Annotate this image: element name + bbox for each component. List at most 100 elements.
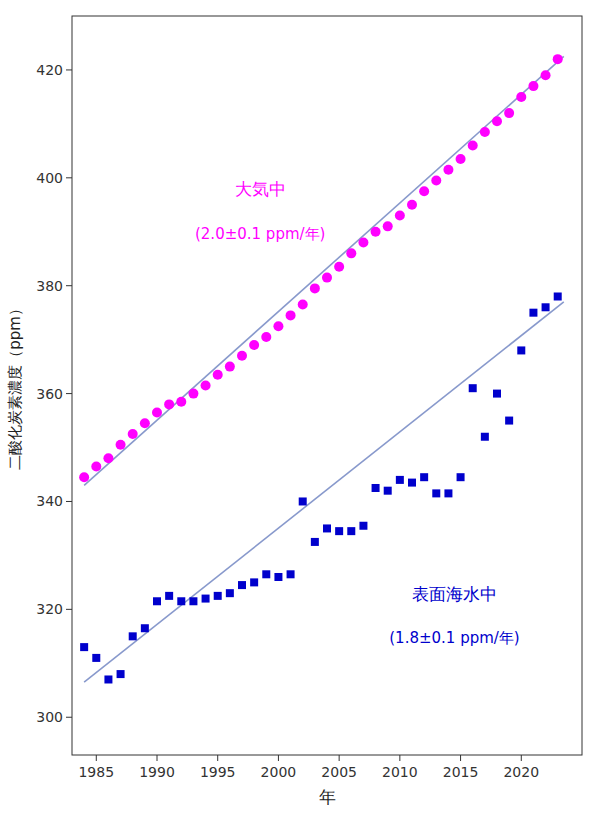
point	[141, 624, 149, 632]
point	[310, 283, 320, 293]
x-tick-label: 2000	[261, 764, 297, 780]
point	[528, 81, 538, 91]
point	[238, 581, 246, 589]
point	[153, 597, 161, 605]
point	[529, 309, 537, 317]
x-tick-label: 1985	[78, 764, 114, 780]
x-tick	[460, 755, 461, 761]
x-tick-label: 2015	[443, 764, 479, 780]
point	[116, 440, 126, 450]
plot-background	[72, 16, 582, 755]
point	[481, 433, 489, 441]
point	[202, 595, 210, 603]
point	[335, 527, 343, 535]
point	[420, 473, 428, 481]
y-tick	[66, 501, 72, 502]
point	[91, 461, 101, 471]
y-axis-label: 二酸化炭素濃度（ppm）	[6, 301, 24, 470]
point	[541, 70, 551, 80]
point	[396, 476, 404, 484]
point	[456, 154, 466, 164]
x-tick	[521, 755, 522, 761]
point	[359, 522, 367, 530]
point	[92, 654, 100, 662]
point	[117, 670, 125, 678]
point	[323, 524, 331, 532]
point	[103, 453, 113, 463]
point	[407, 200, 417, 210]
x-tick	[339, 755, 340, 761]
x-tick	[157, 755, 158, 761]
point	[176, 397, 186, 407]
trend-line	[84, 302, 564, 682]
point	[358, 238, 368, 248]
y-tick-label: 380	[36, 278, 63, 294]
x-tick-label: 2010	[382, 764, 418, 780]
point	[469, 384, 477, 392]
point	[249, 340, 259, 350]
point	[457, 473, 465, 481]
y-tick-label: 360	[36, 386, 63, 402]
point	[299, 497, 307, 505]
point	[273, 321, 283, 331]
point	[383, 221, 393, 231]
point	[165, 592, 173, 600]
annotation: (2.0±0.1 ppm/年)	[195, 225, 325, 243]
annotation: 表面海水中	[412, 584, 497, 604]
point	[213, 370, 223, 380]
point	[493, 390, 501, 398]
point	[334, 262, 344, 272]
point	[287, 570, 295, 578]
y-tick-label: 340	[36, 493, 63, 509]
point	[79, 472, 89, 482]
point	[225, 362, 235, 372]
point	[542, 303, 550, 311]
point	[371, 227, 381, 237]
point	[444, 489, 452, 497]
point	[189, 597, 197, 605]
y-tick-label: 320	[36, 601, 63, 617]
annotation: 大気中	[235, 179, 286, 199]
y-tick-label: 400	[36, 170, 63, 186]
y-tick	[66, 69, 72, 70]
point	[298, 300, 308, 310]
x-tick	[399, 755, 400, 761]
point	[347, 527, 355, 535]
point	[431, 176, 441, 186]
point	[80, 643, 88, 651]
point	[504, 108, 514, 118]
point	[274, 573, 282, 581]
point	[419, 186, 429, 196]
point	[262, 570, 270, 578]
x-tick	[278, 755, 279, 761]
point	[372, 484, 380, 492]
x-axis-label: 年	[319, 787, 336, 807]
point	[188, 389, 198, 399]
y-tick-label: 420	[36, 62, 63, 78]
annotations: 大気中 (2.0±0.1 ppm/年) 表面海水中 (1.8±0.1 ppm/年)	[195, 179, 520, 647]
scatter-series	[79, 54, 563, 482]
point	[128, 429, 138, 439]
point	[505, 417, 513, 425]
point	[129, 632, 137, 640]
annotation: (1.8±0.1 ppm/年)	[389, 629, 519, 647]
point	[408, 479, 416, 487]
point	[201, 381, 211, 391]
y-tick	[66, 285, 72, 286]
point	[237, 351, 247, 361]
point	[384, 487, 392, 495]
y-tick-label: 300	[36, 709, 63, 725]
point	[261, 332, 271, 342]
y-tick	[66, 177, 72, 178]
x-tick-label: 1990	[139, 764, 175, 780]
x-tick-label: 2020	[503, 764, 539, 780]
point	[468, 140, 478, 150]
point	[286, 310, 296, 320]
point	[346, 248, 356, 258]
point	[311, 538, 319, 546]
axes: 1985199019952000200520102015202030032034…	[36, 62, 539, 780]
point	[177, 597, 185, 605]
plot-frame	[72, 16, 582, 755]
x-tick-label: 2005	[321, 764, 357, 780]
marks	[79, 54, 564, 683]
